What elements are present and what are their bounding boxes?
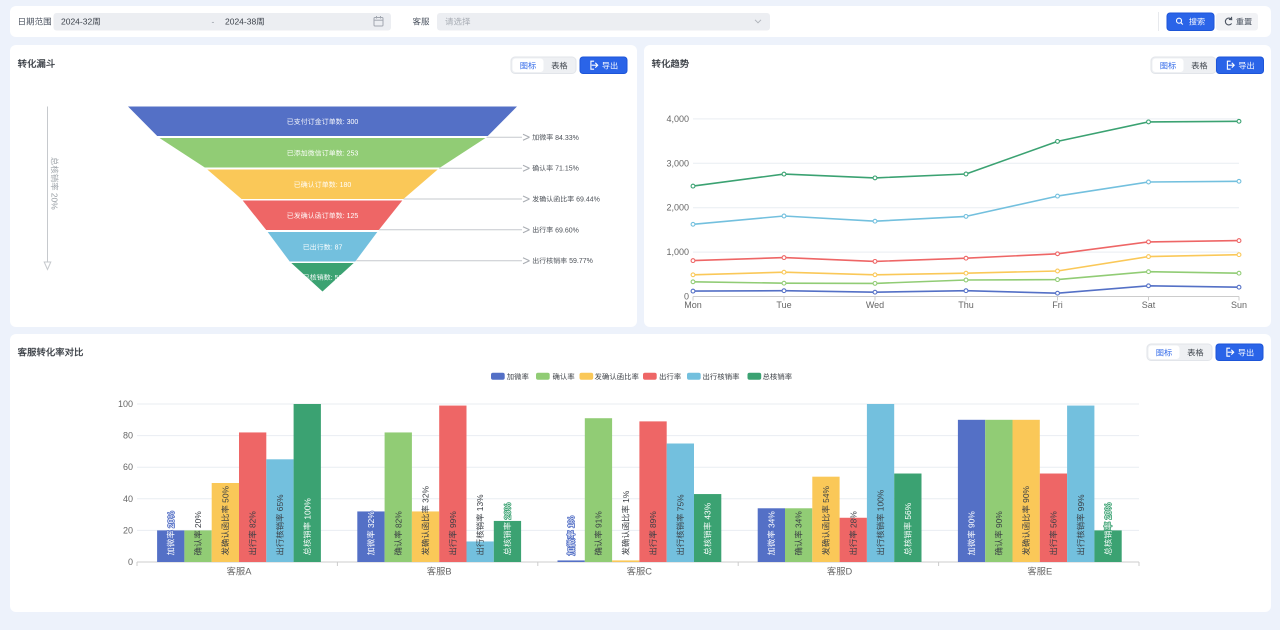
svg-text:59.77%: 59.77% xyxy=(569,258,593,265)
svg-text:34%: 34% xyxy=(766,511,776,528)
svg-text:1%: 1% xyxy=(621,490,631,503)
svg-text:100: 100 xyxy=(118,399,133,409)
svg-text:2024-38: 2024-38 xyxy=(225,17,256,27)
svg-text:82%: 82% xyxy=(248,511,258,528)
svg-text:0: 0 xyxy=(128,557,133,567)
svg-text:87: 87 xyxy=(335,245,343,252)
svg-text:253: 253 xyxy=(347,151,359,158)
svg-text::: : xyxy=(331,245,333,252)
svg-text:2024-32: 2024-32 xyxy=(61,17,92,27)
svg-text:99%: 99% xyxy=(448,511,458,528)
svg-text:26%: 26% xyxy=(502,502,512,519)
svg-text:99%: 99% xyxy=(1076,494,1086,511)
svg-text:82%: 82% xyxy=(393,511,403,528)
svg-text:20%: 20% xyxy=(193,511,203,528)
svg-text:-: - xyxy=(212,17,215,27)
svg-text:180: 180 xyxy=(340,182,352,189)
svg-text:20%: 20% xyxy=(50,193,60,210)
svg-text:13%: 13% xyxy=(475,494,485,511)
svg-text:100%: 100% xyxy=(876,489,886,511)
svg-text:B: B xyxy=(445,567,451,577)
svg-text:90%: 90% xyxy=(994,511,1004,528)
svg-text:69.44%: 69.44% xyxy=(576,197,600,204)
svg-text:89%: 89% xyxy=(648,511,658,528)
svg-text:52: 52 xyxy=(335,275,343,282)
svg-text::: : xyxy=(343,151,345,158)
svg-text:20%: 20% xyxy=(1103,502,1113,519)
svg-text:91%: 91% xyxy=(593,511,603,528)
svg-text:300: 300 xyxy=(347,119,359,126)
svg-text:60: 60 xyxy=(123,462,133,472)
svg-text:A: A xyxy=(245,567,252,577)
svg-text:32%: 32% xyxy=(366,511,376,528)
svg-text:Wed: Wed xyxy=(866,300,884,310)
svg-text:Mon: Mon xyxy=(684,300,702,310)
svg-text:40: 40 xyxy=(123,494,133,504)
svg-text:125: 125 xyxy=(347,213,359,220)
svg-text:1%: 1% xyxy=(566,515,576,528)
svg-text::: : xyxy=(343,119,345,126)
svg-text:1,000: 1,000 xyxy=(666,247,689,257)
svg-text:20%: 20% xyxy=(166,511,176,528)
svg-text:43%: 43% xyxy=(703,502,713,519)
svg-text:54%: 54% xyxy=(821,485,831,502)
svg-text:Tue: Tue xyxy=(776,300,791,310)
svg-text:50%: 50% xyxy=(220,485,230,502)
svg-text:100%: 100% xyxy=(302,498,312,520)
svg-text:32%: 32% xyxy=(421,485,431,502)
svg-text::: : xyxy=(343,213,345,220)
svg-text:90%: 90% xyxy=(1021,485,1031,502)
svg-text::: : xyxy=(336,182,338,189)
svg-text:E: E xyxy=(1046,567,1052,577)
svg-text:Sun: Sun xyxy=(1231,300,1247,310)
svg-text::: : xyxy=(331,275,333,282)
svg-text:69.60%: 69.60% xyxy=(555,227,579,234)
svg-text:84.33%: 84.33% xyxy=(555,135,579,142)
svg-text:4,000: 4,000 xyxy=(666,114,689,124)
svg-text:3,000: 3,000 xyxy=(666,158,689,168)
svg-text:71.15%: 71.15% xyxy=(555,166,579,173)
svg-text:2,000: 2,000 xyxy=(666,203,689,213)
svg-text:0: 0 xyxy=(684,292,689,302)
svg-text:Fri: Fri xyxy=(1052,300,1063,310)
svg-text:65%: 65% xyxy=(275,494,285,511)
svg-text:75%: 75% xyxy=(675,494,685,511)
svg-text:D: D xyxy=(846,567,853,577)
svg-text:90%: 90% xyxy=(967,511,977,528)
svg-text:56%: 56% xyxy=(1048,511,1058,528)
svg-text:56%: 56% xyxy=(903,502,913,519)
svg-text:20: 20 xyxy=(123,525,133,535)
svg-text:28%: 28% xyxy=(848,511,858,528)
svg-text:C: C xyxy=(645,567,652,577)
svg-text:Sat: Sat xyxy=(1142,300,1156,310)
svg-text:80: 80 xyxy=(123,431,133,441)
svg-text:34%: 34% xyxy=(794,511,804,528)
svg-text:Thu: Thu xyxy=(958,300,974,310)
